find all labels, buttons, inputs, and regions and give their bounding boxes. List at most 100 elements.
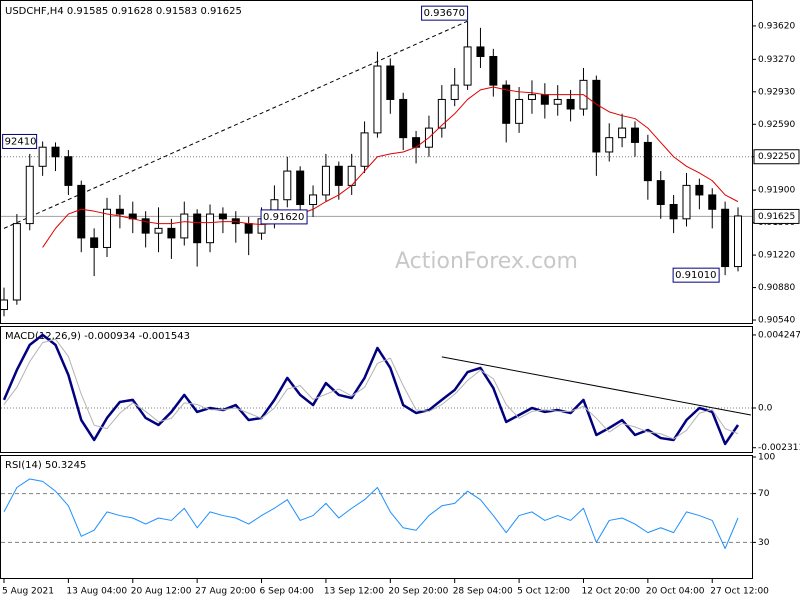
line bbox=[2, 333, 740, 446]
line bbox=[3, 338, 739, 440]
candle-body bbox=[167, 227, 176, 239]
candle-body bbox=[334, 165, 343, 186]
candle-body bbox=[527, 94, 536, 100]
candle-body bbox=[566, 98, 575, 110]
candle-body bbox=[25, 165, 34, 225]
candle-body bbox=[515, 98, 524, 124]
y-tick-label: -0.002311 bbox=[758, 443, 800, 453]
candle-body bbox=[180, 213, 189, 239]
price-panel bbox=[0, 0, 753, 324]
rsi-panel bbox=[0, 455, 753, 579]
candle-body bbox=[721, 208, 730, 268]
x-tick-label: 6 Sep 04:00 bbox=[260, 587, 315, 597]
x-tick-label: 13 Sep 12:00 bbox=[324, 587, 384, 597]
annotation-box bbox=[2, 133, 38, 149]
candle-body bbox=[360, 132, 369, 167]
y-tick-label: 0.92590 bbox=[758, 120, 795, 130]
candle-body bbox=[734, 215, 742, 268]
x-tick-label: 20 Oct 04:00 bbox=[646, 587, 705, 597]
candle-body bbox=[0, 299, 8, 311]
candle-body bbox=[605, 137, 614, 153]
candle-body bbox=[115, 208, 124, 215]
candle-body bbox=[90, 237, 99, 248]
candle-body bbox=[630, 127, 639, 143]
rsi-title: RSI(14) 50.3245 bbox=[5, 460, 86, 471]
y-tick-label: 0.92930 bbox=[758, 87, 795, 97]
candle-body bbox=[321, 165, 330, 196]
candle-body bbox=[64, 156, 73, 186]
candle-body bbox=[218, 213, 227, 220]
y-tick-label: 100 bbox=[758, 453, 775, 463]
annotation-label: 92410 bbox=[5, 136, 37, 147]
x-tick-label: 20 Aug 12:00 bbox=[131, 587, 192, 597]
candle-body bbox=[437, 98, 446, 129]
annotation-label: 0.91620 bbox=[263, 212, 304, 223]
macd-title: MACD(12,26,9) -0.000934 -0.001543 bbox=[5, 331, 190, 342]
x-tick-label: 5 Aug 2021 bbox=[2, 587, 54, 597]
annotation-label: 0.93670 bbox=[424, 8, 465, 19]
x-tick-label: 27 Oct 12:00 bbox=[710, 587, 769, 597]
candle-body bbox=[12, 223, 21, 301]
candle-body bbox=[141, 218, 150, 234]
y-tick-label: 0.90540 bbox=[758, 316, 795, 326]
x-tick-label: 5 Oct 12:00 bbox=[517, 587, 570, 597]
annotation-box bbox=[421, 5, 469, 21]
candle-body bbox=[708, 194, 717, 210]
y-tick-label: 0.93270 bbox=[758, 55, 795, 65]
candle-body bbox=[540, 94, 549, 105]
x-tick-label: 27 Aug 20:00 bbox=[195, 587, 256, 597]
candle-body bbox=[450, 84, 459, 100]
level-label-box bbox=[753, 149, 800, 165]
candle-body bbox=[193, 213, 202, 244]
candle-body bbox=[51, 146, 60, 158]
candle-body bbox=[373, 65, 382, 134]
level-label: 0.91625 bbox=[758, 212, 795, 222]
y-tick-label: 0.91220 bbox=[758, 251, 795, 261]
candle-body bbox=[643, 141, 652, 182]
y-tick-label: 0.91900 bbox=[758, 186, 795, 196]
candle-body bbox=[656, 180, 665, 205]
macd-panel bbox=[0, 326, 753, 453]
candle-body bbox=[695, 184, 704, 196]
y-tick-label: 0.004247 bbox=[758, 330, 800, 340]
watermark: ActionForex.com bbox=[395, 249, 578, 274]
annotation-box bbox=[672, 267, 720, 283]
candle-body bbox=[669, 203, 678, 220]
candle-body bbox=[244, 223, 253, 234]
candle-body bbox=[309, 194, 318, 205]
trendline bbox=[441, 356, 751, 416]
candle-body bbox=[296, 170, 305, 205]
x-tick-label: 12 Oct 20:00 bbox=[581, 587, 640, 597]
candle-body bbox=[154, 227, 163, 234]
candle-body bbox=[77, 184, 86, 239]
candle-body bbox=[206, 213, 215, 244]
annotation-box bbox=[260, 209, 308, 225]
y-tick-label: 70 bbox=[758, 489, 770, 499]
x-tick-label: 20 Sep 20:00 bbox=[388, 587, 448, 597]
candle-body bbox=[502, 84, 511, 124]
level-label: 0.92250 bbox=[758, 152, 795, 162]
y-tick-label: 0.0 bbox=[758, 403, 773, 413]
candle-body bbox=[386, 65, 395, 100]
candle-body bbox=[489, 55, 498, 86]
candle-body bbox=[463, 46, 472, 86]
y-tick-label: 0.93620 bbox=[758, 21, 795, 31]
level-label-box bbox=[753, 208, 800, 224]
annotation-label: 0.91010 bbox=[675, 270, 716, 281]
x-tick-label: 13 Aug 04:00 bbox=[66, 587, 127, 597]
candle-body bbox=[618, 127, 627, 139]
line bbox=[42, 86, 739, 248]
candle-body bbox=[103, 208, 112, 248]
y-tick-label: 30 bbox=[758, 538, 770, 548]
candle-body bbox=[553, 98, 562, 105]
candle-body bbox=[682, 184, 691, 220]
candle-body bbox=[38, 146, 47, 167]
candle-body bbox=[592, 79, 601, 153]
line bbox=[3, 478, 739, 549]
candle-body bbox=[283, 170, 292, 201]
chart-title: USDCHF,H4 0.91585 0.91628 0.91583 0.9162… bbox=[5, 6, 242, 17]
candle-body bbox=[399, 98, 408, 139]
candle-body bbox=[476, 46, 485, 57]
